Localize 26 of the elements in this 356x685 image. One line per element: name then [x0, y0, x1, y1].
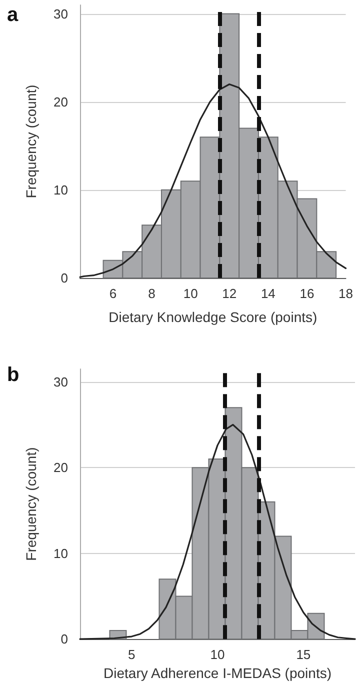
y-tick-label: 10 — [54, 546, 68, 561]
y-tick-label: 0 — [60, 632, 68, 647]
y-tick-label: 10 — [54, 182, 68, 198]
x-axis-title: Dietary Adherence I-MEDAS (points) — [104, 665, 332, 681]
x-tick-label: 10 — [210, 647, 225, 662]
x-tick-label: 5 — [128, 647, 136, 662]
x-axis-title: Dietary Knowledge Score (points) — [108, 309, 318, 325]
y-tick-label: 20 — [54, 460, 68, 476]
y-tick-label: 0 — [60, 270, 68, 286]
x-tick-label: 15 — [296, 647, 311, 662]
x-tick-label: 12 — [222, 286, 237, 301]
x-tick-label: 8 — [148, 286, 156, 301]
x-tick-label: 6 — [109, 286, 117, 301]
x-tick-label: 16 — [300, 286, 314, 301]
line-series — [79, 424, 356, 640]
chart-title: a — [7, 4, 19, 26]
x-tick-label: 18 — [338, 286, 354, 301]
chart-title: b — [7, 364, 20, 386]
y-tick-label: 30 — [54, 6, 68, 22]
line-series — [79, 83, 347, 278]
y-tick-label: 30 — [54, 374, 68, 390]
y-axis-title: Frequency (count) — [23, 447, 39, 561]
x-tick-label: 14 — [260, 286, 276, 301]
y-axis-title: Frequency (count) — [23, 84, 39, 198]
x-tick-label: 10 — [183, 286, 198, 301]
y-tick-label: 20 — [54, 94, 68, 110]
